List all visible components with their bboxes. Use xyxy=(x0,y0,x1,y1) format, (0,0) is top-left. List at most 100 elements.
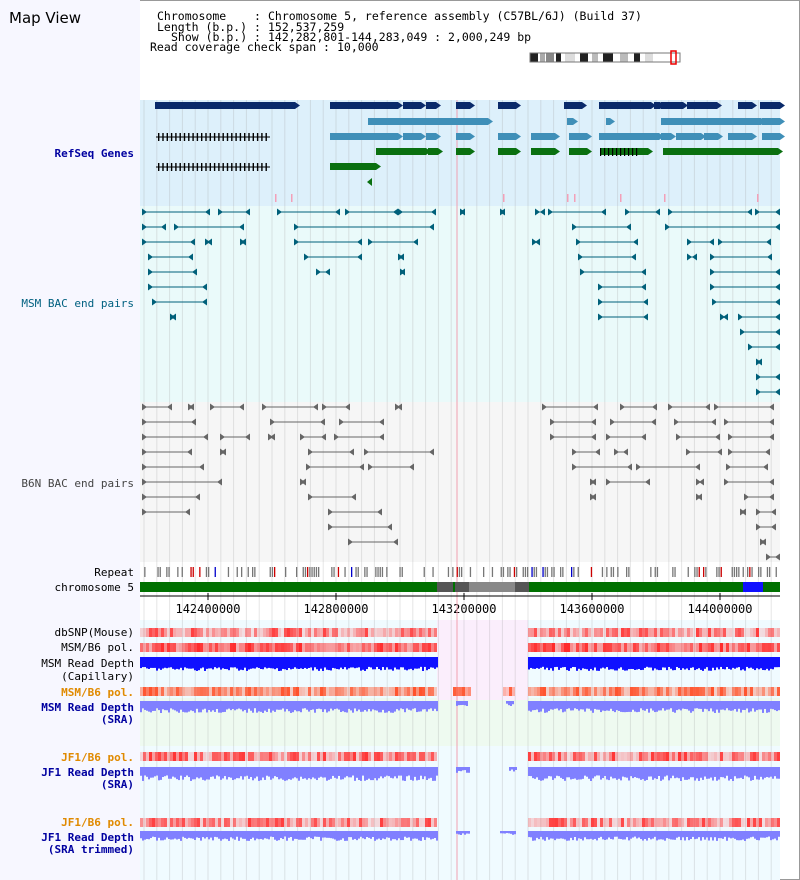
heatmap-cell xyxy=(669,643,672,652)
depth-bar xyxy=(658,831,660,840)
depth-bar xyxy=(266,767,268,776)
depth-bar xyxy=(508,831,510,834)
repeat-mark xyxy=(491,567,494,577)
track-label-dbsnp[interactable]: dbSNP(Mouse) xyxy=(54,626,134,639)
track-label-msm-read-depth-sra[interactable]: MSM Read Depth xyxy=(41,701,134,714)
heatmap-cell xyxy=(675,628,678,637)
depth-bar xyxy=(594,767,596,777)
depth-bar xyxy=(652,767,654,780)
exon xyxy=(616,148,618,156)
b6n-bac-pair-arrow xyxy=(771,508,776,516)
heatmap-cell xyxy=(383,818,386,827)
track-label-jf1-b6-pol-2[interactable]: JF1/B6 pol. xyxy=(61,816,134,829)
depth-bar xyxy=(436,701,438,712)
track-label-b6n-bac[interactable]: B6N BAC end pairs xyxy=(21,477,134,490)
heatmap-cell xyxy=(603,818,606,827)
track-label-refseq[interactable]: RefSeq Genes xyxy=(54,147,134,160)
track-label-msm-bac[interactable]: MSM BAC end pairs xyxy=(21,297,134,310)
ideogram-band xyxy=(620,53,628,62)
depth-bar xyxy=(636,657,638,670)
track-label-jf1-b6-pol[interactable]: JF1/B6 pol. xyxy=(61,751,134,764)
depth-bar xyxy=(366,831,368,838)
depth-bar xyxy=(176,767,178,780)
heatmap-cell xyxy=(537,628,540,637)
depth-bar xyxy=(610,657,612,670)
heatmap-cell xyxy=(762,818,765,827)
heatmap-cell xyxy=(401,643,404,652)
depth-bar xyxy=(146,831,148,839)
track-label-jf1-read-depth-2[interactable]: JF1 Read Depth xyxy=(41,831,134,844)
depth-bar xyxy=(576,831,578,841)
msm-bac-pair-arrow xyxy=(738,313,743,321)
b6n-bac-pair-arrow xyxy=(668,403,673,411)
b6n-bac-pair-arrow xyxy=(167,403,172,411)
heatmap-cell xyxy=(777,643,780,652)
b6n-bac-pair-arrow xyxy=(726,463,731,471)
repeat-mark xyxy=(577,567,579,577)
depth-bar xyxy=(676,657,678,667)
depth-bar xyxy=(706,767,708,779)
depth-bar xyxy=(338,767,340,776)
heatmap-cell xyxy=(669,687,672,696)
heatmap-cell xyxy=(681,752,684,761)
depth-bar xyxy=(714,701,716,713)
depth-bar xyxy=(634,831,636,837)
depth-bar xyxy=(380,657,382,671)
depth-bar xyxy=(594,657,596,668)
depth-bar xyxy=(236,657,238,669)
depth-bar xyxy=(378,701,380,713)
heatmap-cell xyxy=(383,628,386,637)
track-label-sra-trimmed: (SRA trimmed) xyxy=(47,843,134,856)
depth-bar xyxy=(162,657,164,669)
depth-bar xyxy=(372,831,374,838)
heatmap-cell xyxy=(368,818,371,827)
depth-bar xyxy=(308,831,310,837)
depth-bar xyxy=(538,657,540,669)
depth-bar xyxy=(288,657,290,669)
depth-bar xyxy=(182,701,184,712)
track-label-msm-b6-pol-sra[interactable]: MSM/B6 pol. xyxy=(61,686,134,699)
heatmap-cell xyxy=(573,643,576,652)
track-label-msm-read-depth[interactable]: MSM Read Depth xyxy=(41,657,134,670)
heatmap-cell xyxy=(428,818,431,827)
heatmap-cell xyxy=(170,628,173,637)
depth-bar xyxy=(266,657,268,669)
exon xyxy=(226,163,229,171)
gene-feature xyxy=(498,133,516,140)
depth-bar xyxy=(408,701,410,710)
track-label-repeat[interactable]: Repeat xyxy=(94,566,134,579)
b6n-bac-pair-arrow xyxy=(717,448,722,456)
track-label-msm-b6-pol[interactable]: MSM/B6 pol. xyxy=(61,641,134,654)
gene-feature xyxy=(155,102,295,109)
depth-bar xyxy=(294,701,296,711)
depth-bar xyxy=(240,767,242,777)
depth-bar xyxy=(582,831,584,841)
heatmap-cell xyxy=(407,628,410,637)
heatmap-cell xyxy=(531,818,534,827)
depth-bar xyxy=(704,657,706,669)
depth-bar xyxy=(708,657,710,671)
msm-bac-pair-arrow xyxy=(692,253,697,261)
exon xyxy=(162,133,164,141)
depth-bar xyxy=(300,831,302,840)
depth-bar xyxy=(194,767,196,780)
heatmap-cell xyxy=(143,752,146,761)
heatmap-cell xyxy=(419,752,422,761)
depth-bar xyxy=(222,657,224,669)
depth-bar xyxy=(724,767,726,779)
gene-arrow xyxy=(555,148,560,155)
heatmap-cell xyxy=(708,643,711,652)
repeat-mark xyxy=(502,567,505,577)
exon xyxy=(170,163,173,171)
depth-bar xyxy=(338,657,340,670)
heatmap-cell xyxy=(696,643,699,652)
heatmap-cell xyxy=(320,687,323,696)
depth-bar xyxy=(410,767,412,780)
heatmap-cell xyxy=(750,752,753,761)
depth-bar xyxy=(690,831,692,839)
depth-bar xyxy=(334,831,336,840)
track-label-jf1-read-depth[interactable]: JF1 Read Depth xyxy=(41,766,134,779)
gene-feature xyxy=(498,102,516,109)
heatmap-cell xyxy=(675,818,678,827)
